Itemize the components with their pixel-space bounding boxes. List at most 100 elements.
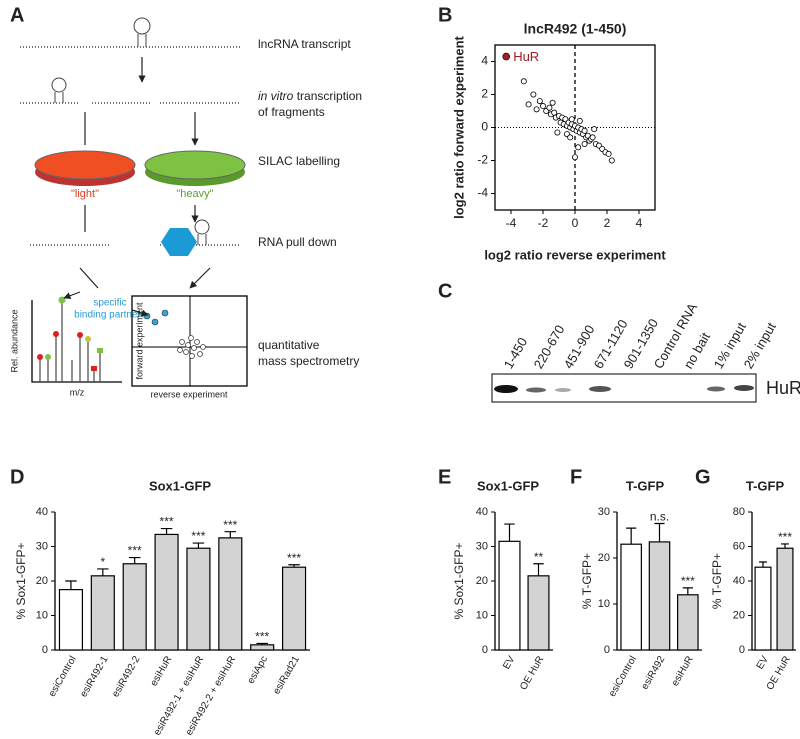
panel-letter: D (10, 466, 24, 488)
y-tick-label: 10 (598, 598, 610, 610)
y-tick-label: 20 (598, 552, 610, 564)
point (576, 117, 583, 124)
peak-dot (91, 366, 97, 371)
peak-dot (97, 348, 103, 353)
y-tick-label: 0 (739, 644, 745, 656)
error-bar (504, 523, 515, 542)
error-bar (626, 527, 637, 545)
x-tick-label: esiControl (47, 654, 79, 698)
arrow (84, 205, 195, 232)
point (520, 78, 527, 85)
step-label: of fragments (258, 105, 325, 119)
panel-letter: E (438, 466, 451, 488)
band (526, 387, 546, 393)
significance-label: *** (128, 544, 142, 558)
axis-label: m/z (70, 387, 85, 397)
italic-text: in vitro (258, 89, 294, 103)
y-tick-label: 20 (733, 609, 745, 621)
axis-label: Rel. abundance (9, 309, 19, 372)
bar (281, 566, 307, 651)
bar (620, 543, 642, 651)
western-blot: HuR (491, 373, 800, 403)
y-axis-label: % T-GFP+ (580, 553, 594, 609)
annotation: specific (93, 298, 126, 309)
y-tick-label: 30 (598, 506, 610, 518)
y-tick-label: 0 (42, 644, 48, 656)
x-tick-label: -2 (538, 216, 549, 230)
peak-dot (77, 332, 83, 338)
dish-heavy (144, 150, 246, 180)
y-tick-label: 40 (36, 506, 48, 518)
bar (186, 547, 211, 651)
bar (58, 589, 84, 651)
y-axis-label: % Sox1-GFP+ (14, 542, 28, 619)
y-axis-label: % T-GFP+ (710, 553, 724, 609)
step-label: lncRNA transcript (258, 37, 351, 51)
step-label: quantitative (258, 338, 320, 352)
point (568, 116, 575, 123)
error-bar (224, 531, 237, 538)
lane-label: 1-450 (501, 335, 531, 371)
y-axis-label: log2 ratio forward experiment (451, 35, 466, 218)
point (591, 126, 598, 133)
y-tick-label: 80 (733, 506, 745, 518)
x-tick-label: EV (755, 654, 771, 671)
point (608, 157, 615, 164)
arrow (63, 291, 81, 300)
significance-label: *** (255, 630, 269, 644)
significance-label: n.s. (650, 510, 669, 524)
x-tick-label: esiR492-2 (110, 654, 143, 699)
inset-cluster (177, 335, 206, 359)
hairpin (197, 234, 207, 245)
spectrum-peaks (39, 300, 101, 382)
band (555, 388, 571, 392)
panel-letter: A (10, 4, 24, 26)
significance-label: *** (223, 518, 237, 532)
axis-label: reverse experiment (150, 389, 228, 399)
chart-title: Sox1-GFP (477, 478, 539, 493)
point (554, 129, 561, 136)
y-tick-label: 20 (36, 575, 48, 587)
band (707, 386, 725, 392)
point (581, 127, 588, 134)
y-tick-label: 40 (476, 506, 488, 518)
band (734, 385, 754, 391)
text: transcription (297, 89, 362, 103)
arrow (84, 112, 195, 145)
point (546, 104, 553, 111)
error-bar (192, 542, 205, 549)
panel-letter: F (570, 466, 582, 488)
annotation: HuR (513, 49, 539, 64)
y-tick-label: 40 (733, 575, 745, 587)
error-bar (682, 587, 693, 595)
x-tick-label: -4 (506, 216, 517, 230)
bar (776, 547, 794, 651)
workflow-diagram: lncRNA transcript in vitro transcription… (9, 17, 362, 399)
error-bar (160, 527, 173, 535)
step-label: SILAC labelling (258, 154, 340, 168)
axis-label: forward experiment (134, 302, 144, 380)
hairpin (51, 77, 67, 93)
point (589, 134, 596, 141)
chart-title: T-GFP (746, 478, 785, 493)
hairpin (54, 92, 64, 103)
significance-label: ** (534, 550, 544, 564)
x-tick-label: esiR492 (640, 654, 668, 692)
x-tick-label: OE HuR (518, 654, 546, 692)
label-heavy: "heavy" (176, 188, 213, 200)
significance-label: *** (287, 551, 301, 565)
peak-dot (85, 336, 91, 342)
band (589, 386, 611, 392)
y-axis-label: % Sox1-GFP+ (452, 542, 466, 619)
point (536, 98, 543, 105)
step-label: RNA pull down (258, 235, 337, 249)
x-tick-label: esiApc (246, 654, 271, 685)
point (551, 109, 558, 116)
point (572, 154, 579, 161)
highlight-point (502, 52, 511, 61)
y-tick-label: 0 (604, 644, 610, 656)
significance-label: *** (681, 574, 695, 588)
error-bar (128, 556, 141, 564)
x-tick-label: EV (501, 654, 517, 671)
